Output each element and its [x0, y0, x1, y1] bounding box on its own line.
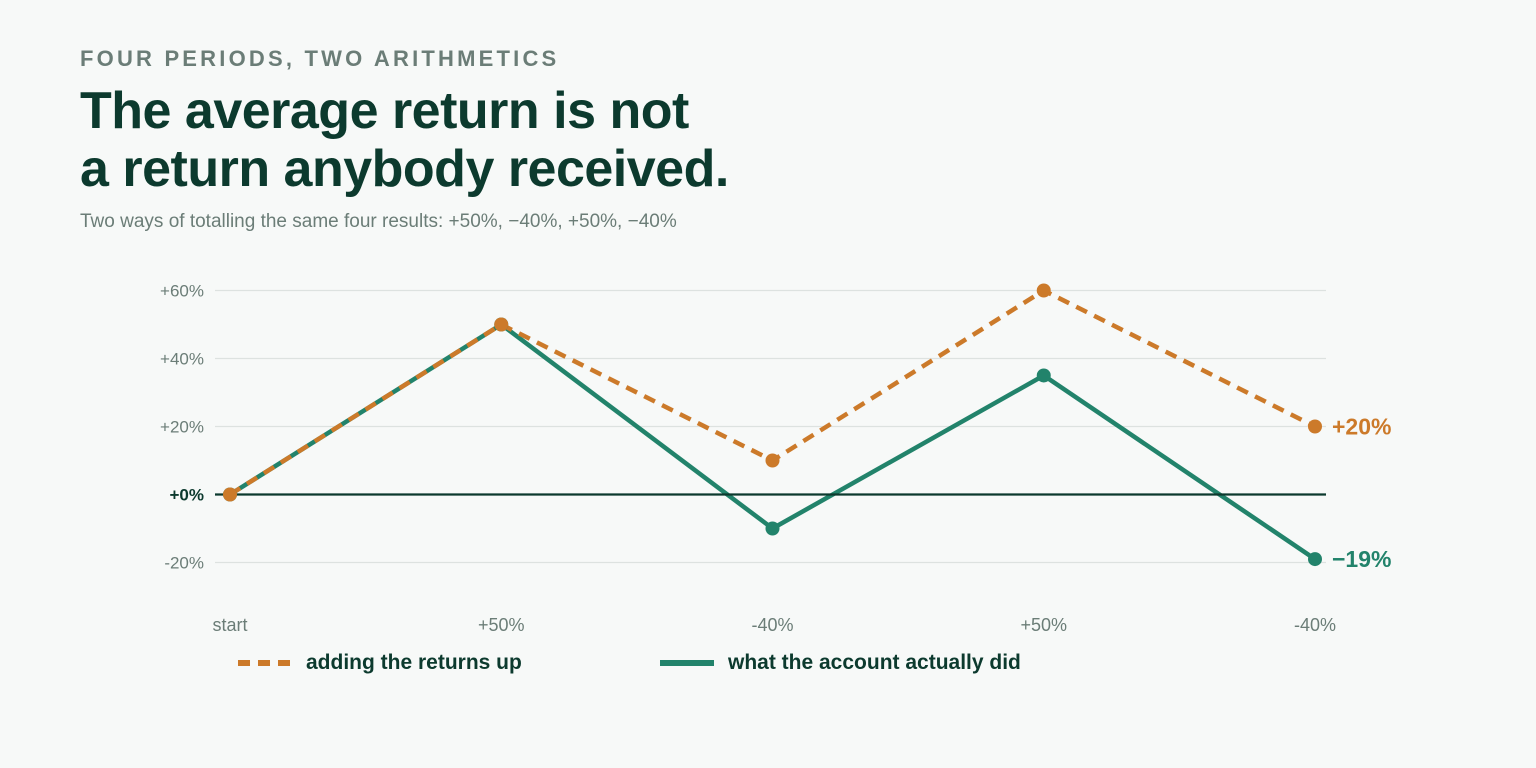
legend-label-added: adding the returns up	[306, 651, 522, 674]
legend-swatch-solid	[660, 660, 714, 666]
data-point-added	[494, 317, 509, 332]
x-tick-label: start	[212, 615, 247, 635]
end-label-added: +20%	[1332, 414, 1391, 440]
chart-title-line-1: The average return is not	[80, 82, 689, 140]
x-tick-label: -40%	[1294, 615, 1336, 635]
y-tick-label: +0%	[170, 486, 205, 505]
chart-kicker: FOUR PERIODS, TWO ARITHMETICS	[80, 46, 560, 71]
data-point-added	[1308, 419, 1322, 434]
legend-item-added: adding the returns up	[238, 650, 522, 676]
data-point-added	[223, 487, 237, 502]
y-tick-label: +60%	[160, 282, 204, 301]
x-tick-label: -40%	[751, 615, 793, 635]
y-tick-label: +40%	[160, 350, 204, 369]
x-tick-label: +50%	[478, 615, 525, 635]
data-point-actual	[1308, 552, 1322, 567]
legend-item-actual: what the account actually did	[660, 650, 1021, 676]
data-point-added	[1036, 283, 1051, 298]
legend-swatch-dashed	[238, 660, 292, 666]
legend-label-actual: what the account actually did	[728, 651, 1021, 674]
chart-title-line-2: a return anybody received.	[80, 140, 729, 198]
y-tick-label: +20%	[160, 418, 204, 437]
end-label-actual: −19%	[1332, 546, 1391, 572]
data-point-actual	[765, 521, 780, 536]
chart-subtitle: Two ways of totalling the same four resu…	[80, 211, 677, 232]
chart-title: The average return is not a return anybo…	[80, 82, 729, 198]
data-point-actual	[1036, 368, 1051, 383]
data-point-added	[765, 453, 780, 468]
y-tick-label: -20%	[164, 554, 204, 573]
x-tick-label: +50%	[1020, 615, 1067, 635]
